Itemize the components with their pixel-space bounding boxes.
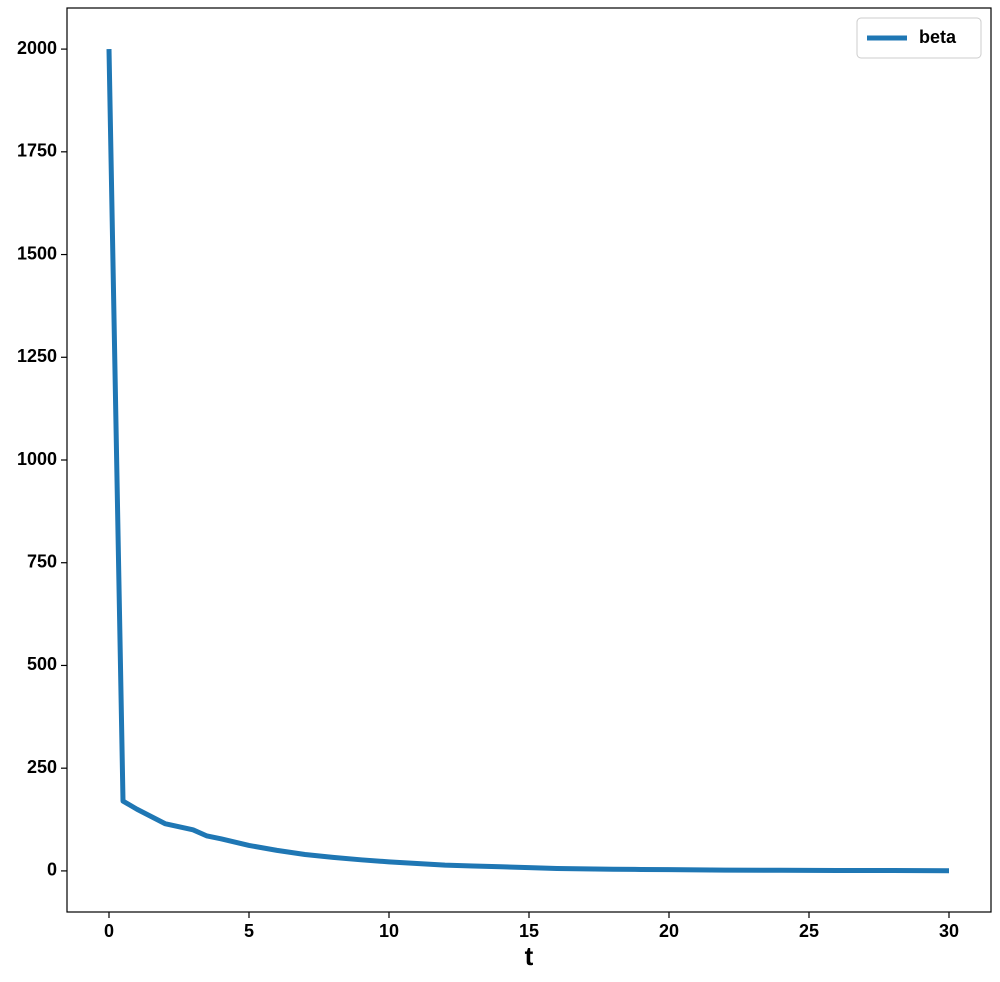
x-tick-label: 20 bbox=[659, 921, 679, 941]
y-tick-label: 500 bbox=[27, 654, 57, 674]
y-tick-label: 0 bbox=[47, 860, 57, 880]
y-tick-label: 1250 bbox=[17, 346, 57, 366]
data-line bbox=[106, 49, 950, 874]
legend-label: beta bbox=[919, 27, 957, 47]
x-tick-label: 15 bbox=[519, 921, 539, 941]
legend-box bbox=[856, 17, 982, 59]
x-tick-label: 0 bbox=[104, 921, 114, 941]
y-tick-label: 2000 bbox=[17, 38, 57, 58]
y-tick-label: 250 bbox=[27, 757, 57, 777]
plot-frame bbox=[66, 7, 992, 913]
y-tick-label: 1750 bbox=[17, 141, 57, 161]
y-tick-label: 1500 bbox=[17, 243, 57, 263]
x-tick-label: 30 bbox=[939, 921, 959, 941]
y-tick-label: 1000 bbox=[17, 449, 57, 469]
x-tick-label: 10 bbox=[379, 921, 399, 941]
x-tick-label: 5 bbox=[244, 921, 254, 941]
y-tick-label: 750 bbox=[27, 551, 57, 571]
x-axis-label: t bbox=[525, 941, 534, 971]
x-tick-label: 25 bbox=[799, 921, 819, 941]
